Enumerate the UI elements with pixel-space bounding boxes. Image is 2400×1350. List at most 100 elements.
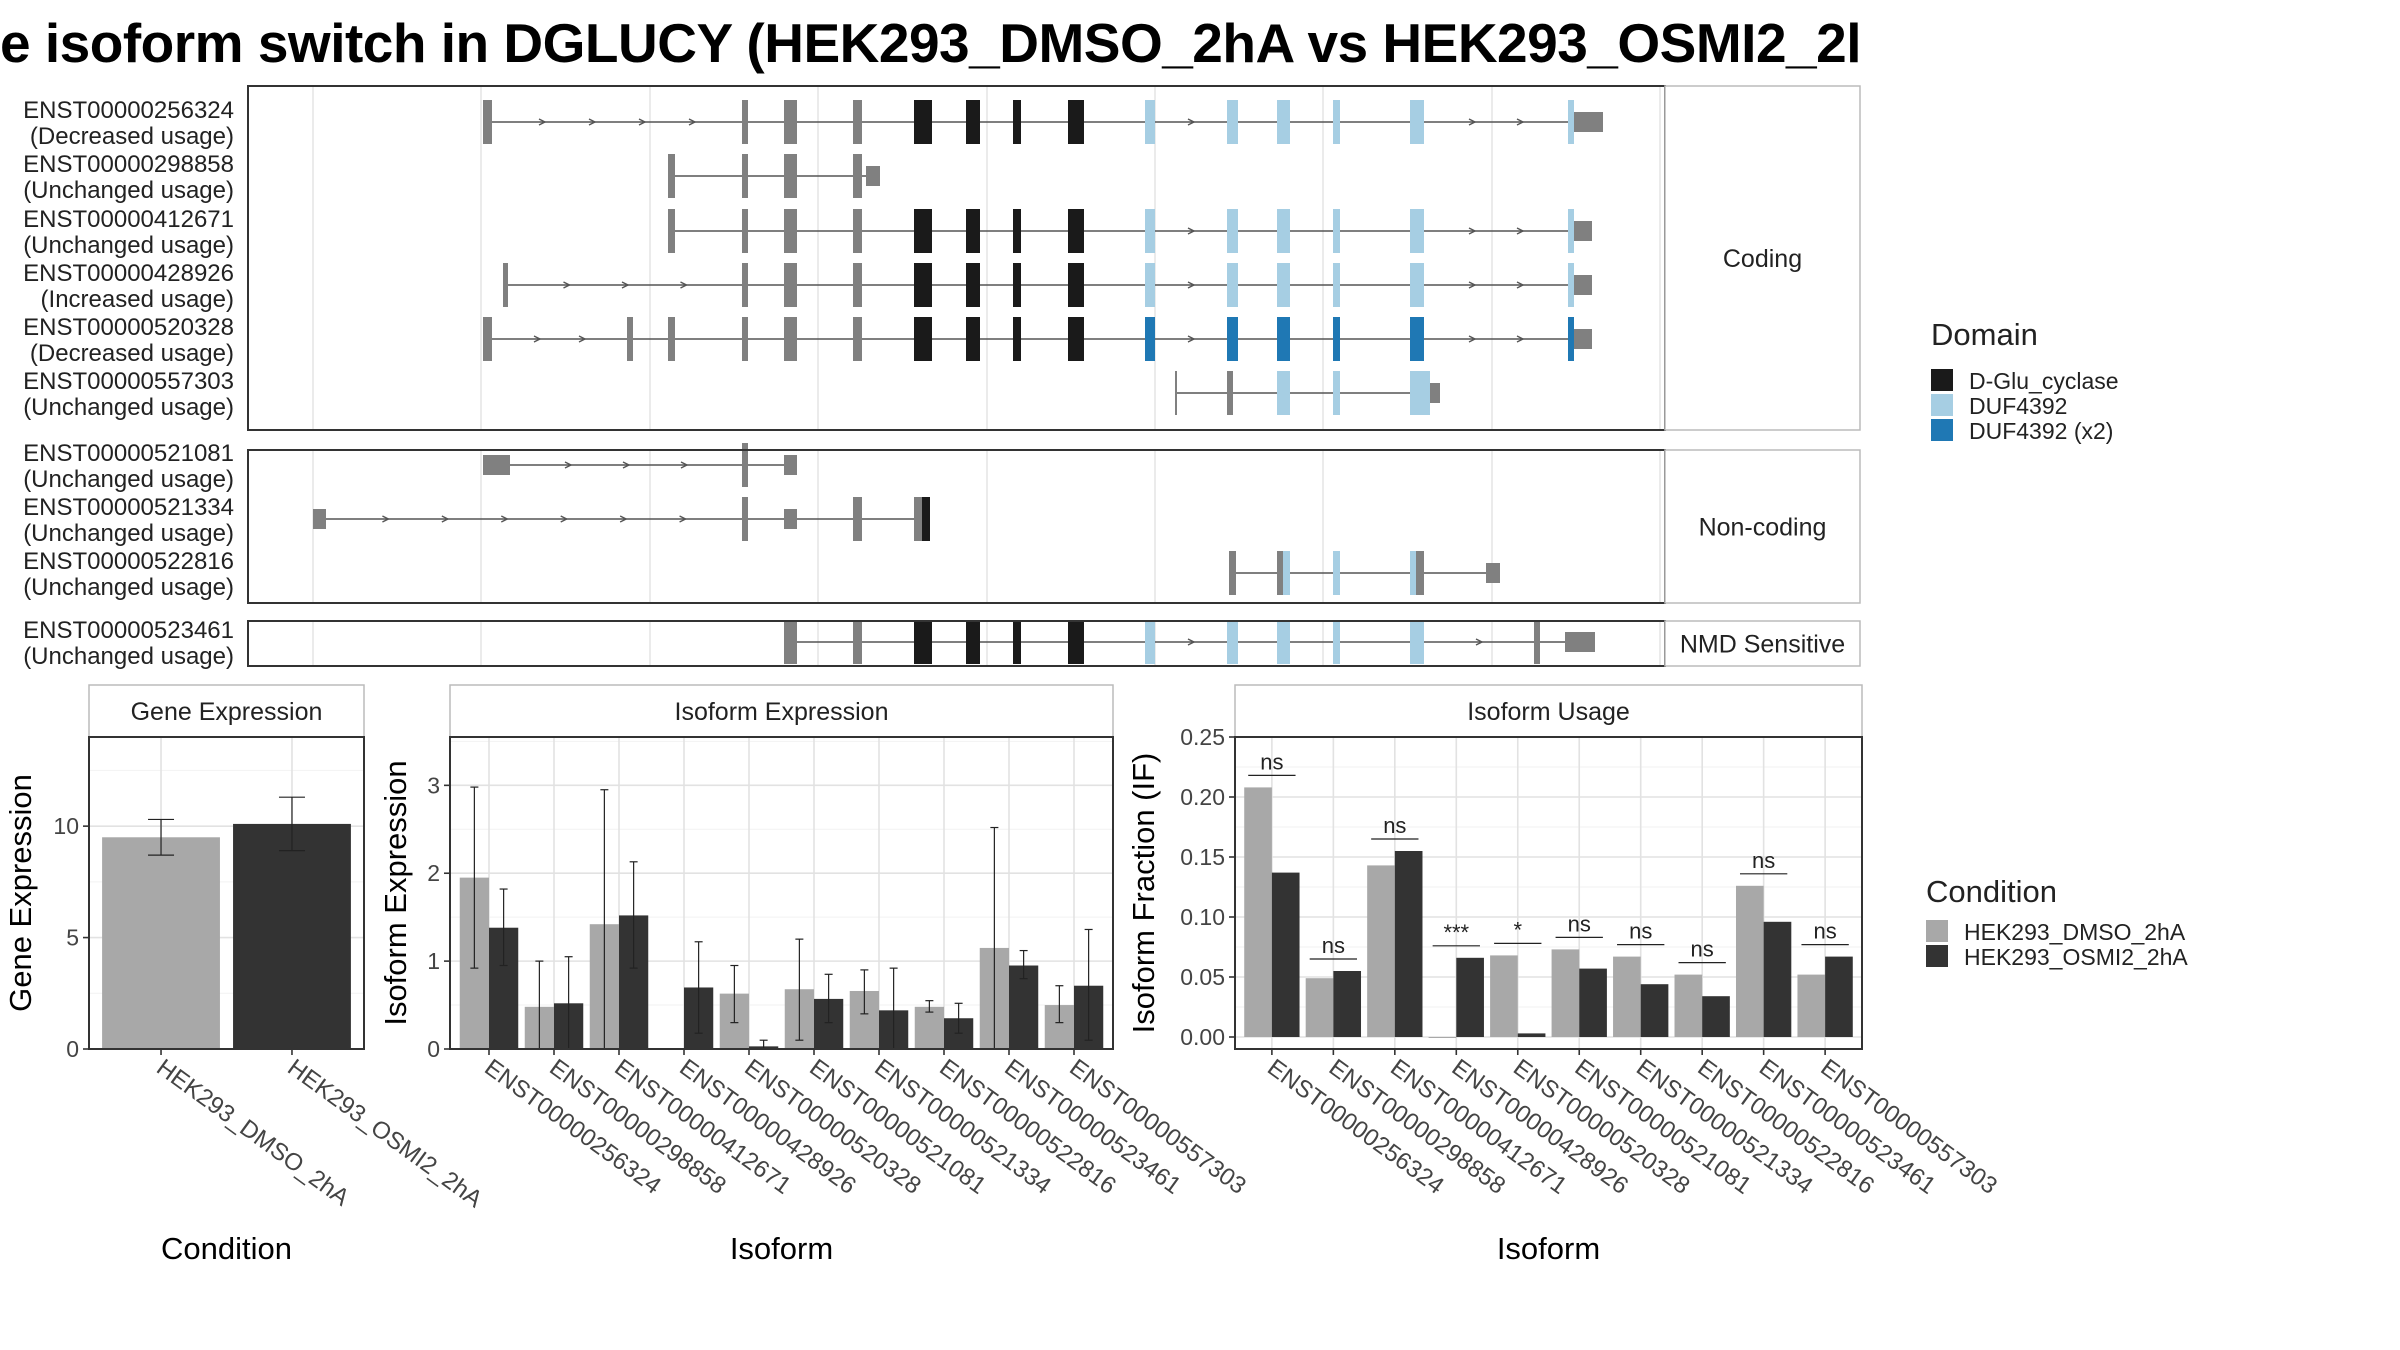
intron-arrow bbox=[1468, 281, 1477, 289]
intron-arrow bbox=[588, 118, 597, 126]
structure-strip bbox=[1664, 449, 1861, 604]
y-tick-label: 0.05 bbox=[1180, 964, 1225, 990]
domain-duf4392 bbox=[1145, 209, 1155, 253]
legend-domain-title: Domain bbox=[1931, 317, 2038, 352]
domain-d-glu-cyclase bbox=[966, 100, 980, 144]
significance-label: ns bbox=[1568, 911, 1591, 936]
domain-duf4392 bbox=[1410, 551, 1416, 595]
transcript-usage: (Unchanged usage) bbox=[23, 520, 234, 547]
exon bbox=[1574, 221, 1592, 241]
bar bbox=[1428, 1037, 1457, 1038]
y-axis-label: Isoform Expression bbox=[378, 760, 413, 1025]
exon bbox=[742, 317, 748, 361]
domain-duf4392 bbox=[1410, 209, 1424, 253]
domain-d-glu-cyclase bbox=[1013, 100, 1021, 144]
intron-arrow bbox=[564, 461, 573, 469]
significance-label: ns bbox=[1322, 933, 1345, 958]
exon bbox=[853, 317, 862, 361]
significance-label: ns bbox=[1752, 848, 1775, 873]
y-tick-label: 0 bbox=[66, 1036, 79, 1062]
structure-panel-bg bbox=[248, 621, 1665, 666]
intron-arrow bbox=[1187, 335, 1196, 343]
x-axis-label: Isoform bbox=[730, 1231, 833, 1266]
transcript-id: ENST00000256324 bbox=[23, 97, 234, 124]
x-axis-label: Condition bbox=[161, 1231, 292, 1266]
exon bbox=[627, 317, 633, 361]
structure-strip bbox=[1664, 620, 1861, 667]
y-tick-label: 3 bbox=[427, 772, 440, 798]
exon bbox=[853, 620, 862, 664]
domain-duf4392-x2 bbox=[1410, 317, 1424, 361]
x-axis-label: Isoform bbox=[1497, 1231, 1600, 1266]
significance-label: ns bbox=[1691, 937, 1714, 962]
bar bbox=[1305, 978, 1334, 1037]
bar bbox=[1702, 996, 1730, 1037]
bar bbox=[1825, 956, 1853, 1037]
domain-d-glu-cyclase bbox=[1068, 209, 1084, 253]
transcript-usage: (Unchanged usage) bbox=[23, 574, 234, 601]
bar bbox=[1244, 787, 1272, 1037]
intron-arrow bbox=[680, 281, 689, 289]
intron-arrow bbox=[382, 515, 390, 523]
intron-arrow bbox=[538, 118, 547, 126]
intron-arrow bbox=[688, 118, 697, 126]
significance-label: ns bbox=[1813, 919, 1836, 944]
bar bbox=[1490, 955, 1518, 1037]
intron-arrow bbox=[638, 118, 647, 126]
domain-d-glu-cyclase bbox=[1013, 317, 1021, 361]
domain-d-glu-cyclase bbox=[914, 317, 932, 361]
domain-duf4392 bbox=[1333, 551, 1340, 595]
exon bbox=[668, 154, 675, 198]
exon bbox=[483, 100, 492, 144]
exon bbox=[1227, 371, 1233, 415]
bar bbox=[1394, 851, 1423, 1037]
exon bbox=[1565, 632, 1595, 652]
intron-arrow bbox=[533, 335, 542, 343]
domain-d-glu-cyclase bbox=[914, 263, 932, 307]
intron-arrow bbox=[1468, 118, 1477, 126]
domain-duf4392 bbox=[1568, 100, 1574, 144]
domain-d-glu-cyclase bbox=[914, 100, 932, 144]
structure-strip-label: Non-coding bbox=[1699, 514, 1827, 542]
domain-duf4392 bbox=[1333, 620, 1340, 664]
intron-arrow bbox=[500, 515, 509, 523]
domain-d-glu-cyclase bbox=[1068, 100, 1084, 144]
exon bbox=[784, 154, 797, 198]
domain-duf4392 bbox=[1227, 620, 1238, 664]
exon bbox=[784, 209, 797, 253]
bar bbox=[1797, 974, 1826, 1037]
domain-duf4392 bbox=[1410, 620, 1424, 664]
y-tick-label: 0 bbox=[427, 1036, 440, 1062]
bar bbox=[1674, 974, 1703, 1037]
transcript-id: ENST00000412671 bbox=[23, 206, 234, 233]
domain-duf4392 bbox=[1227, 263, 1238, 307]
chart-title: Isoform Expression bbox=[675, 698, 889, 726]
transcript-usage: (Unchanged usage) bbox=[23, 466, 234, 493]
exon bbox=[1574, 329, 1592, 349]
domain-d-glu-cyclase bbox=[922, 497, 930, 541]
exon bbox=[1534, 620, 1540, 664]
bar bbox=[233, 823, 351, 1049]
significance-label: *** bbox=[1443, 920, 1469, 945]
intron-arrow bbox=[622, 461, 631, 469]
y-tick-label: 0.25 bbox=[1180, 724, 1225, 750]
chart-title-strip bbox=[449, 684, 1114, 738]
exon bbox=[784, 620, 797, 664]
domain-duf4392 bbox=[1333, 263, 1340, 307]
significance-label: ns bbox=[1629, 919, 1652, 944]
y-tick-label: 10 bbox=[53, 813, 79, 839]
intron-arrow bbox=[1468, 335, 1477, 343]
exon bbox=[1574, 275, 1592, 295]
domain-d-glu-cyclase bbox=[966, 209, 980, 253]
intron-arrow bbox=[1468, 227, 1477, 235]
intron-arrow bbox=[1187, 638, 1196, 646]
transcript-usage: (Unchanged usage) bbox=[23, 232, 234, 259]
intron-arrow bbox=[441, 515, 450, 523]
domain-duf4392-x2 bbox=[1145, 317, 1155, 361]
exon bbox=[1430, 383, 1440, 403]
exon bbox=[853, 100, 862, 144]
intron-arrow bbox=[563, 281, 572, 289]
domain-duf4392 bbox=[1227, 100, 1238, 144]
intron-arrow bbox=[1516, 118, 1525, 126]
plot-border bbox=[1234, 736, 1863, 1050]
